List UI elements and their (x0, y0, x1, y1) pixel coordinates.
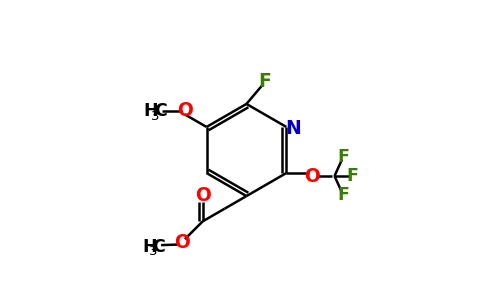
Text: O: O (177, 101, 193, 120)
Text: F: F (337, 148, 349, 166)
Text: 3: 3 (151, 110, 160, 123)
Text: O: O (174, 233, 190, 252)
Text: O: O (304, 167, 320, 185)
Text: O: O (195, 186, 211, 205)
Text: H: H (144, 102, 158, 120)
Text: C: C (152, 238, 165, 256)
Text: N: N (285, 119, 301, 138)
Text: F: F (259, 71, 272, 91)
Text: 3: 3 (150, 245, 158, 258)
Text: H: H (142, 238, 156, 256)
Text: C: C (154, 102, 167, 120)
Text: F: F (347, 167, 358, 185)
Text: F: F (337, 186, 349, 204)
